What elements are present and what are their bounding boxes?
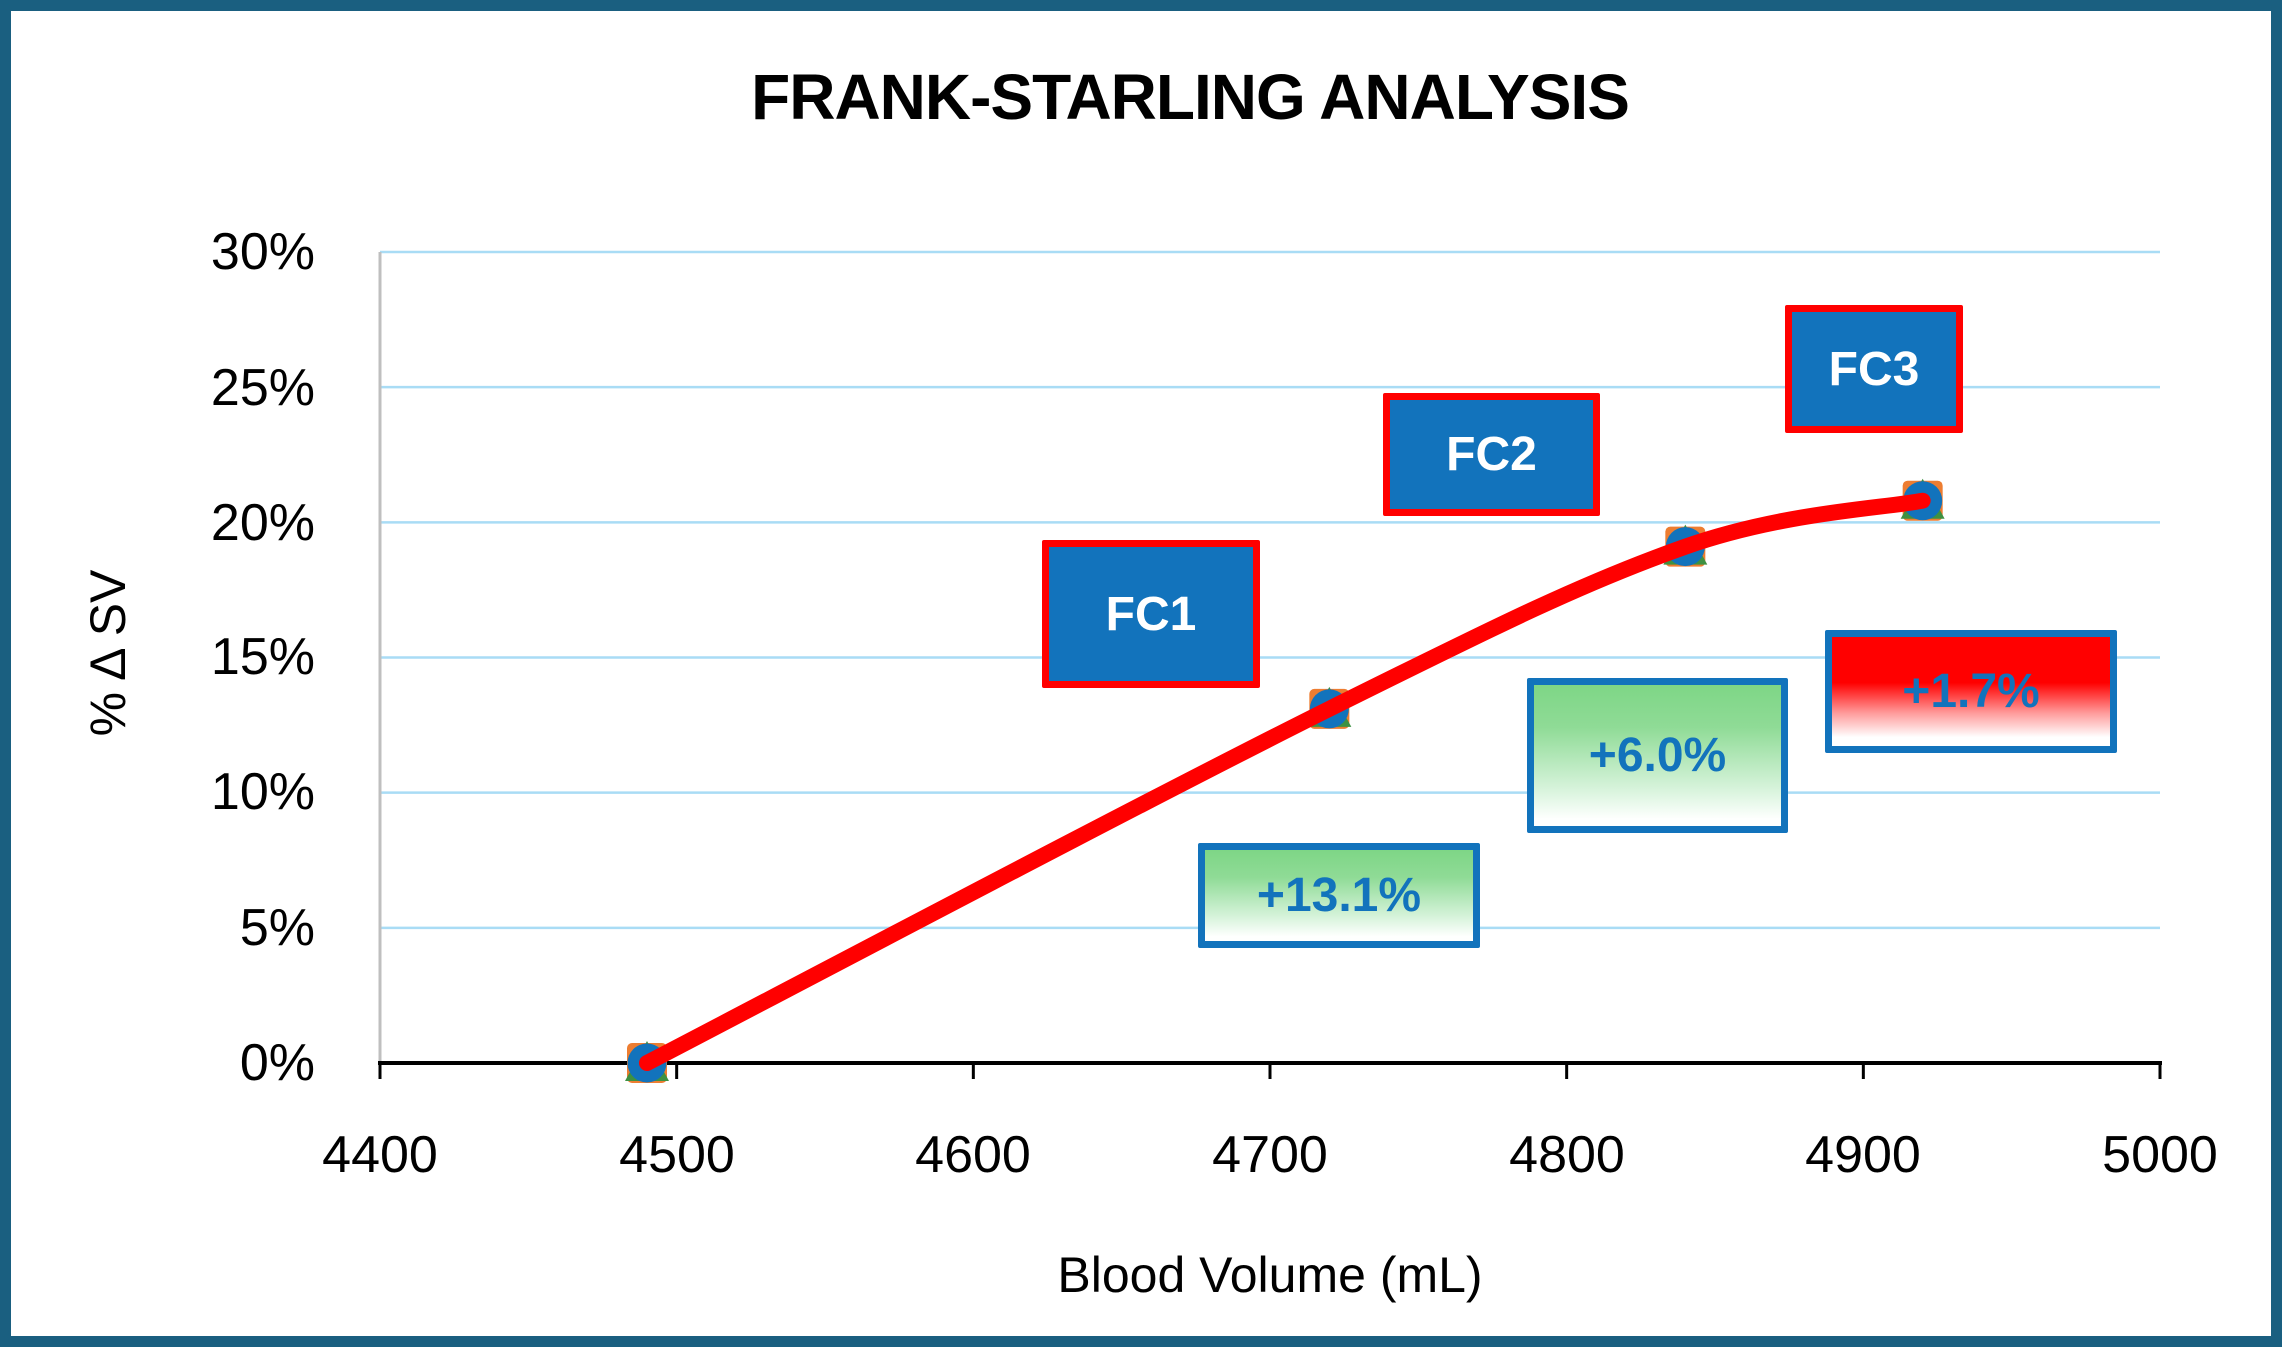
y-axis-title: % Δ SV <box>80 569 136 737</box>
x-tick-label: 4900 <box>1805 1126 1921 1184</box>
y-tick-label: 0% <box>239 1034 315 1092</box>
x-tick-label: 4600 <box>915 1126 1031 1184</box>
fc3-callout: FC3 <box>1785 305 1963 433</box>
delta-annotation-fc1: +13.1% <box>1198 843 1480 948</box>
y-tick-label: 20% <box>210 494 315 552</box>
y-tick-label: 25% <box>210 359 315 417</box>
trend-curve <box>639 492 1931 1071</box>
x-tick-label: 4400 <box>322 1126 438 1184</box>
fc2-callout: FC2 <box>1383 393 1600 516</box>
delta-annotation-fc2: +6.0% <box>1527 678 1788 833</box>
x-tick-label: 4500 <box>619 1126 735 1184</box>
fc1-callout: FC1 <box>1042 540 1260 688</box>
chart-title: FRANK-STARLING ANALYSIS <box>751 61 1630 133</box>
delta-annotation-fc3: +1.7% <box>1825 630 2117 753</box>
y-tick-label: 15% <box>210 628 315 686</box>
y-tick-label: 30% <box>210 223 315 281</box>
x-tick-label: 4800 <box>1509 1126 1625 1184</box>
x-tick-label: 5000 <box>2102 1126 2218 1184</box>
x-axis-title: Blood Volume (mL) <box>1057 1247 1483 1303</box>
x-tick-label: 4700 <box>1212 1126 1328 1184</box>
y-tick-label: 5% <box>239 899 315 957</box>
y-tick-label: 10% <box>210 763 315 821</box>
